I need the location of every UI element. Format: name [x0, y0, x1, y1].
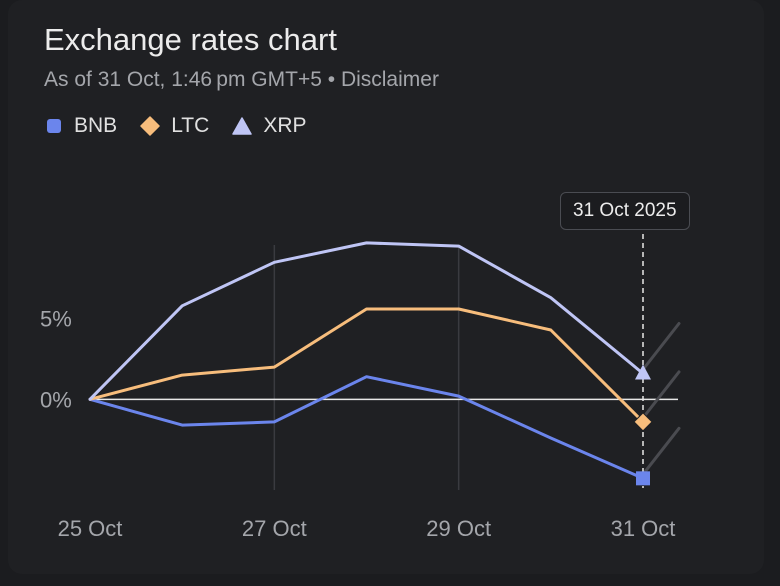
timestamp-text: As of 31 Oct, 1:46 pm GMT+5 •	[44, 68, 341, 91]
x-tick-label: 27 Oct	[242, 516, 307, 541]
x-tick-label: 31 Oct	[611, 516, 676, 541]
marker-ltc	[633, 412, 653, 432]
legend-item-xrp[interactable]: XRP	[231, 114, 307, 138]
series-line-xrp	[88, 241, 645, 401]
legend-item-bnb[interactable]: BNB	[44, 114, 117, 138]
series-line-ltc	[88, 307, 645, 424]
diamond-marker-icon	[140, 116, 160, 136]
chart-legend: BNB LTC XRP	[44, 114, 329, 138]
legend-label-ltc: LTC	[171, 114, 210, 137]
date-tooltip: 31 Oct 2025	[560, 192, 690, 230]
y-tick-label: 5%	[40, 307, 72, 332]
series-trail-bnb	[641, 426, 681, 476]
series-trail-xrp	[641, 322, 681, 372]
legend-item-ltc[interactable]: LTC	[139, 114, 209, 138]
legend-label-bnb: BNB	[74, 114, 118, 137]
x-tick-label: 25 Oct	[58, 516, 123, 541]
disclaimer-link[interactable]: Disclaimer	[340, 68, 439, 91]
series-line-bnb	[88, 375, 645, 480]
square-marker-icon	[47, 119, 61, 133]
marker-bnb	[636, 471, 650, 486]
chart-subtitle: As of 31 Oct, 1:46 pm GMT+5 • Disclaimer	[44, 68, 439, 92]
x-tick-label: 29 Oct	[426, 516, 491, 541]
legend-label-xrp: XRP	[263, 114, 307, 137]
triangle-marker-icon	[232, 117, 253, 135]
marker-xrp	[635, 364, 651, 380]
series-trail-ltc	[641, 370, 681, 420]
chart-title: Exchange rates chart	[44, 22, 337, 57]
y-tick-label: 0%	[40, 387, 72, 412]
